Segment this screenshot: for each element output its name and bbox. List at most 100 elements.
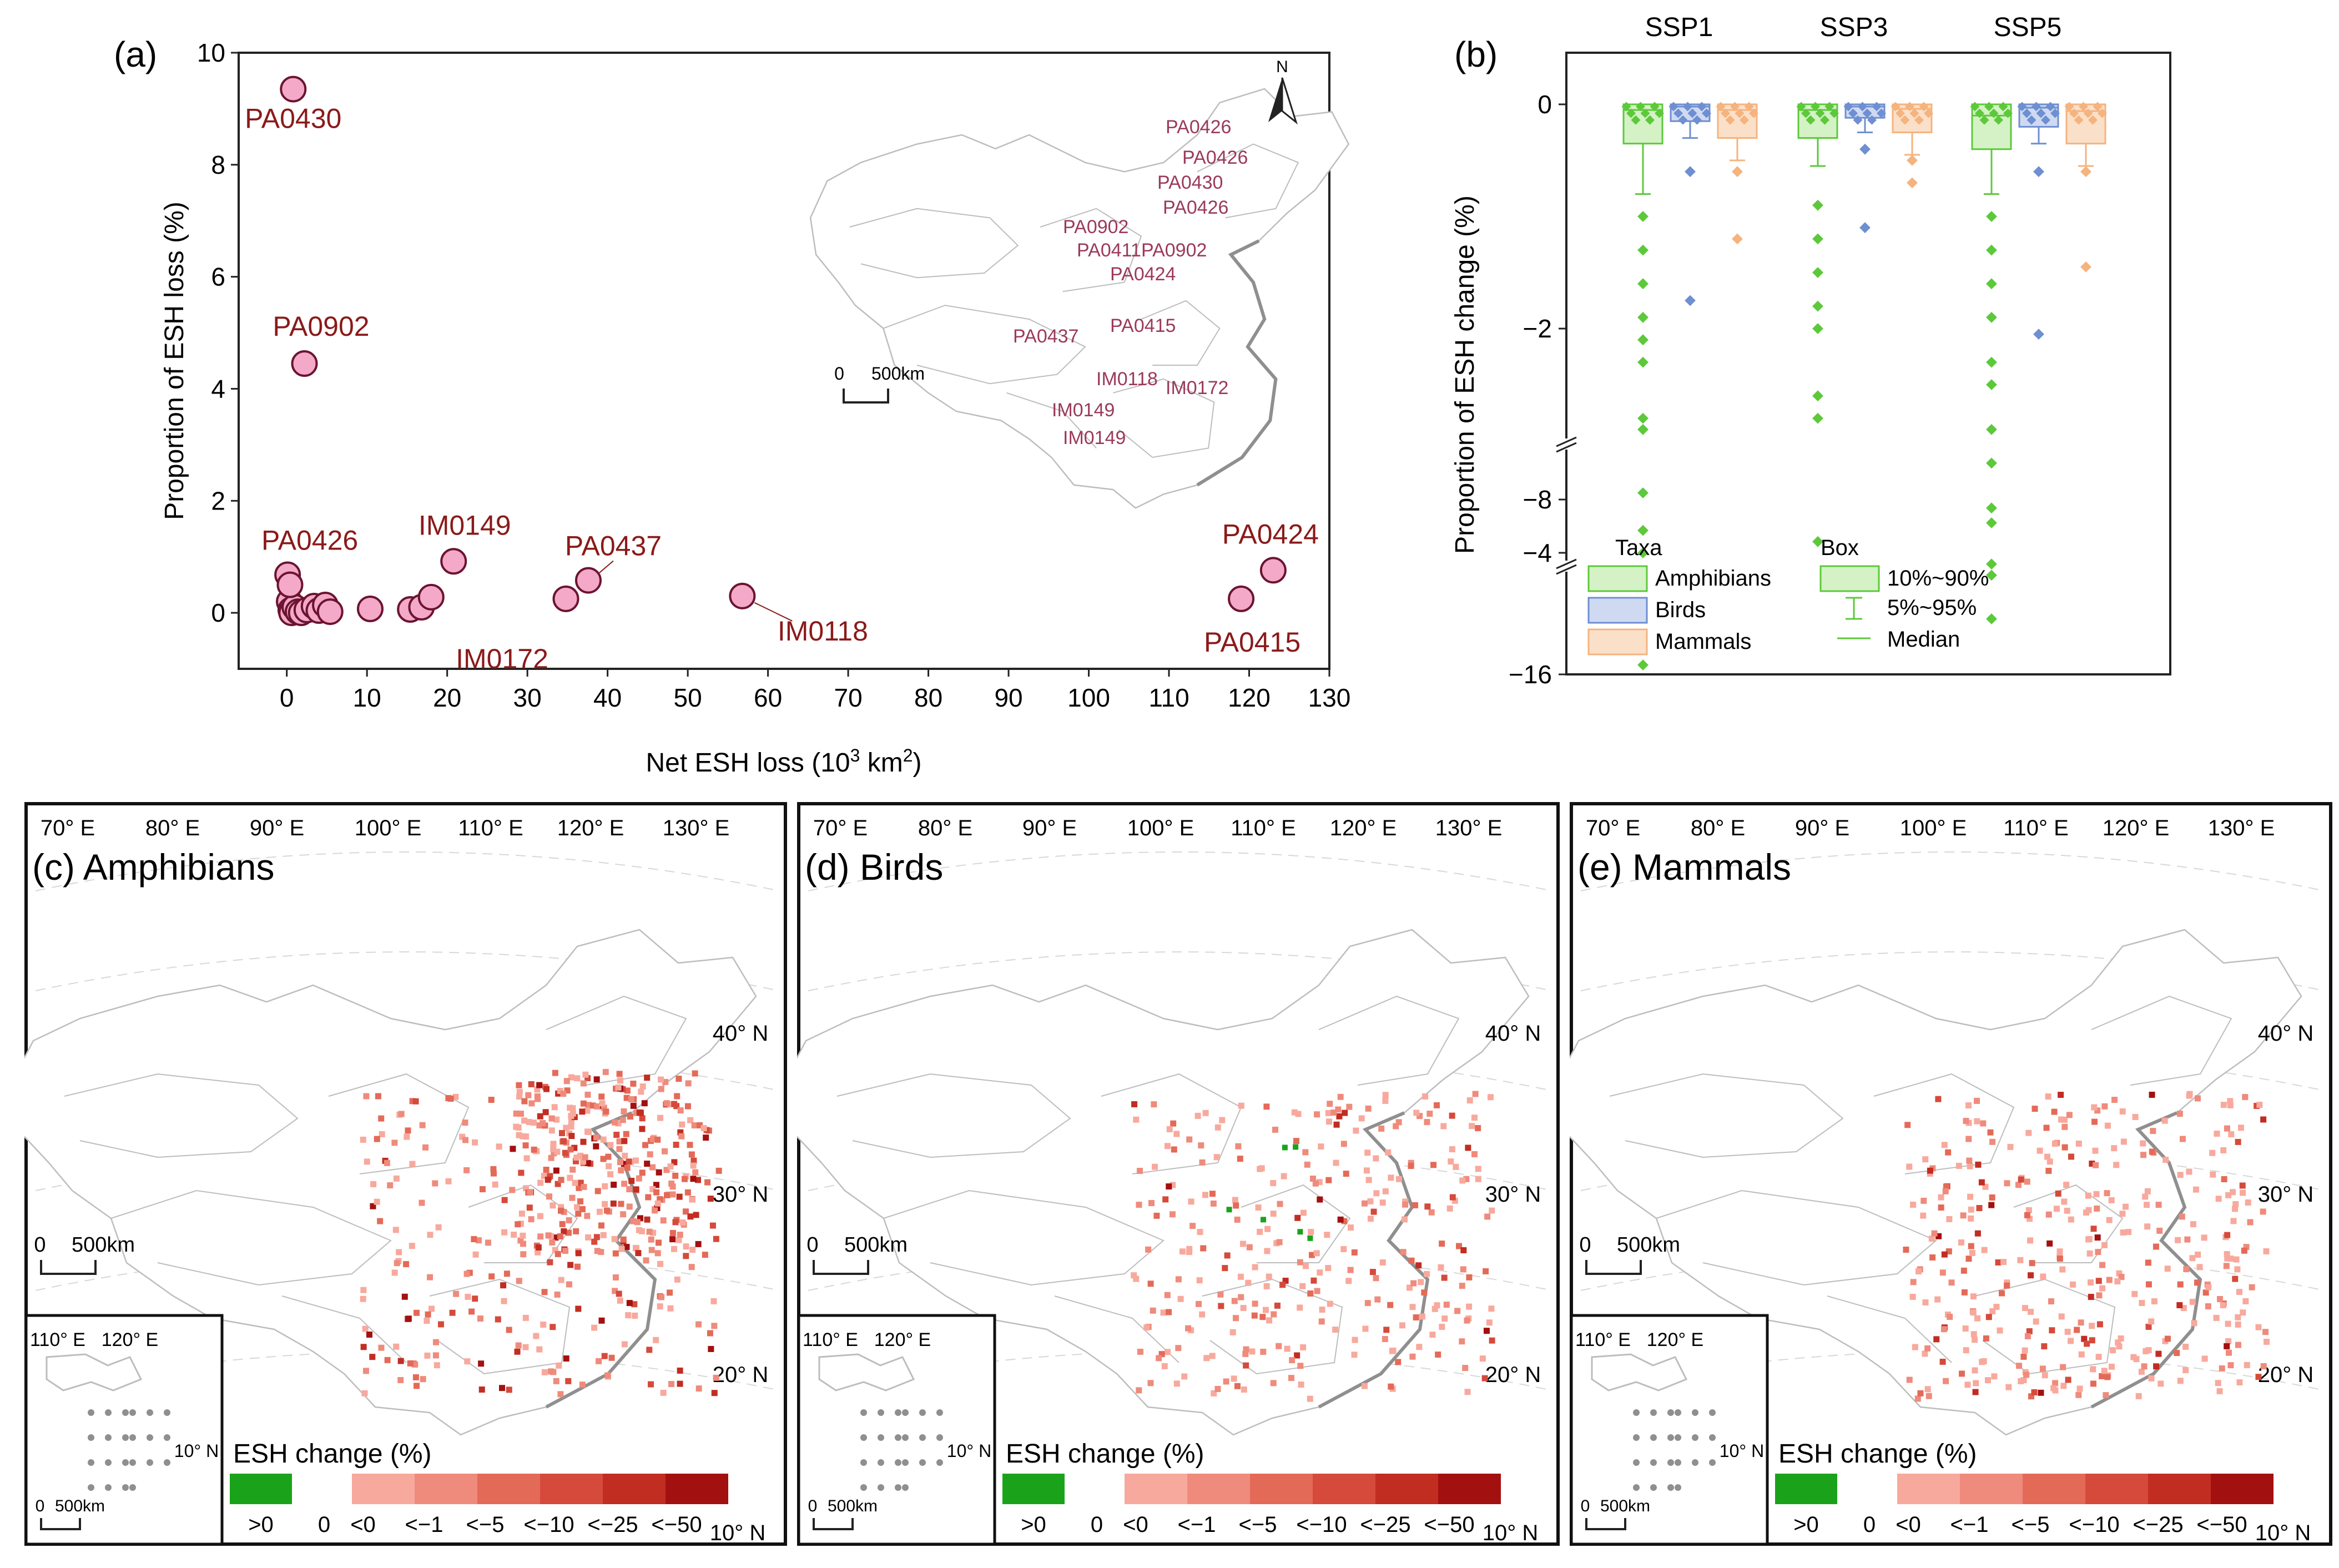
esh-cell xyxy=(1196,1277,1203,1284)
y-tick-label: 10 xyxy=(197,38,225,67)
esh-cell xyxy=(593,1134,599,1141)
esh-cell xyxy=(713,1236,719,1242)
esh-cell xyxy=(462,1137,468,1143)
esh-cell xyxy=(579,1206,586,1213)
esh-cell xyxy=(477,1315,483,1322)
esh-cell xyxy=(1297,1304,1303,1311)
inset-island xyxy=(1667,1459,1674,1466)
esh-cell xyxy=(1364,1149,1371,1156)
esh-cell xyxy=(1459,1177,1466,1184)
esh-cell xyxy=(1312,1180,1319,1187)
esh-cell xyxy=(626,1186,633,1193)
panel-b-tag: (b) xyxy=(1454,34,1498,74)
esh-cell xyxy=(1424,1270,1430,1277)
panel-b-legend: Taxa Amphibians Birds Mammals Box 10%~90% 5%~9… xyxy=(1587,536,1989,656)
esh-cell xyxy=(2015,1182,2022,1188)
map-china-boundary xyxy=(2014,1185,2123,1263)
inset-island xyxy=(105,1459,112,1466)
esh-cell xyxy=(459,1133,466,1140)
axis-break-mark xyxy=(1556,436,1577,447)
group-label: SSP5 xyxy=(1994,13,2062,42)
esh-cell xyxy=(679,1219,686,1226)
esh-cell xyxy=(1234,1216,1241,1223)
outlier-amph xyxy=(1986,278,1997,290)
scale-bar xyxy=(1585,1260,1642,1275)
esh-cell xyxy=(577,1198,584,1204)
legend-negative-swatch xyxy=(1125,1474,1187,1504)
esh-cell xyxy=(2061,1116,2068,1123)
esh-cell xyxy=(667,1305,674,1312)
esh-cell xyxy=(2044,1153,2050,1160)
inset-island xyxy=(88,1484,94,1491)
esh-cell xyxy=(2149,1091,2155,1098)
esh-cell xyxy=(1426,1111,1433,1117)
esh-cell xyxy=(2263,1338,2270,1345)
esh-cell xyxy=(620,1211,627,1218)
inset-island xyxy=(860,1459,867,1466)
inset-lon-label: 120° E xyxy=(1647,1329,1703,1350)
esh-cell xyxy=(2045,1211,2052,1218)
lat-label: 20° N xyxy=(713,1363,769,1387)
esh-cell xyxy=(565,1229,572,1236)
esh-cell xyxy=(567,1146,574,1153)
esh-cell xyxy=(1235,1143,1242,1149)
legend-negative-swatch xyxy=(352,1474,415,1504)
y-tick-label: 0 xyxy=(1538,90,1552,119)
esh-cell xyxy=(582,1071,589,1078)
esh-cell xyxy=(1240,1241,1247,1247)
map-china-boundary xyxy=(1827,1296,1952,1363)
map-title: (d) Birds xyxy=(805,846,943,888)
esh-cell xyxy=(577,1152,584,1159)
outlier-amph xyxy=(1637,278,1649,290)
map-china-coastline xyxy=(1319,1113,1428,1407)
esh-cell xyxy=(1415,1262,1422,1269)
esh-cell xyxy=(472,1139,478,1146)
esh-cell xyxy=(2049,1327,2055,1334)
esh-cell xyxy=(2004,1282,2010,1289)
esh-cell xyxy=(580,1080,587,1087)
esh-cell xyxy=(1938,1194,1944,1201)
esh-cell xyxy=(2195,1251,2201,1258)
esh-cell xyxy=(2153,1243,2159,1250)
esh-cell xyxy=(684,1103,691,1110)
esh-cell xyxy=(1395,1176,1402,1182)
esh-cell xyxy=(1319,1306,1325,1313)
esh-cell xyxy=(667,1163,674,1170)
esh-cell xyxy=(616,1071,623,1077)
esh-cell xyxy=(2224,1232,2231,1238)
y-tick-label: 2 xyxy=(211,486,225,515)
legend-negative-swatch xyxy=(477,1474,540,1504)
legend-label: <−25 xyxy=(2133,1512,2183,1537)
esh-cell-positive xyxy=(1261,1217,1267,1223)
legend-negative-swatch xyxy=(2148,1474,2211,1504)
esh-cell xyxy=(1171,1146,1177,1153)
esh-cell xyxy=(1985,1314,1992,1320)
esh-cell xyxy=(1264,1248,1271,1254)
esh-cell xyxy=(1969,1249,1975,1256)
esh-cell xyxy=(2068,1338,2074,1344)
esh-cell xyxy=(1401,1216,1408,1223)
esh-cell xyxy=(516,1082,522,1088)
inset-island xyxy=(1709,1434,1716,1441)
esh-cell xyxy=(1388,1383,1394,1390)
outlier-mamm xyxy=(1907,177,1918,189)
esh-cell xyxy=(548,1154,554,1161)
esh-cell xyxy=(2041,1343,2048,1350)
graticule-line xyxy=(35,851,780,891)
esh-cell xyxy=(591,1238,598,1245)
esh-cell xyxy=(427,1232,433,1238)
inset-site-label: IM0149 xyxy=(1052,400,1115,421)
esh-cell xyxy=(1169,1211,1176,1218)
esh-cell xyxy=(2240,1309,2246,1316)
esh-cell xyxy=(1151,1163,1158,1170)
esh-cell xyxy=(2239,1182,2246,1189)
point-label: IM0149 xyxy=(419,510,511,541)
esh-cell xyxy=(2081,1335,2088,1342)
esh-cell xyxy=(1486,1319,1493,1326)
esh-cell xyxy=(1131,1101,1138,1107)
esh-cell xyxy=(707,1196,714,1202)
esh-cell xyxy=(432,1352,439,1359)
esh-cell xyxy=(1946,1216,1953,1222)
esh-cell xyxy=(575,1305,582,1312)
esh-cell xyxy=(564,1087,571,1094)
